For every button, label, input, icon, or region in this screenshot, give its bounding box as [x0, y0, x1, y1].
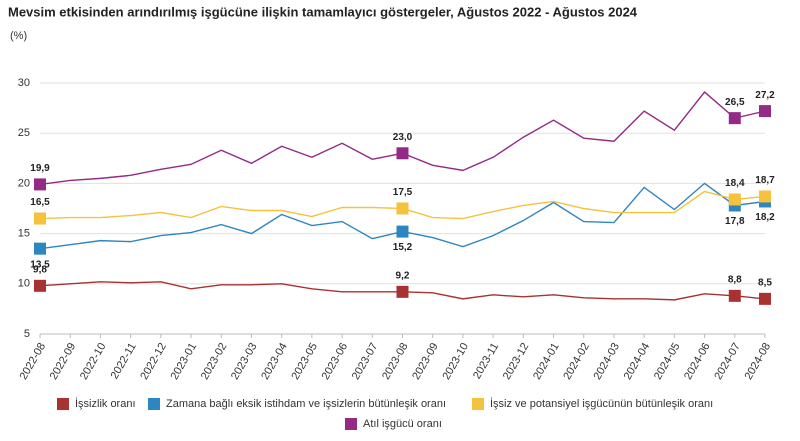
value-label: 18,7: [755, 175, 775, 186]
point-marker: [728, 112, 741, 125]
x-tick-label: 2022-12: [138, 341, 169, 382]
x-tick-label: 2023-05: [289, 341, 320, 382]
point-marker: [759, 105, 771, 118]
x-tick-label: 2022-09: [48, 341, 79, 382]
value-label: 8,8: [728, 274, 742, 285]
y-tick-label: 20: [18, 177, 30, 189]
value-label: 13,5: [30, 259, 50, 270]
x-tick-label: 2024-08: [743, 341, 774, 382]
x-tick-label: 2024-01: [531, 341, 562, 382]
value-label: 17,8: [725, 216, 745, 227]
point-marker: [34, 212, 46, 225]
point-marker: [396, 202, 409, 215]
x-tick-label: 2022-11: [109, 341, 139, 381]
legend-swatch: [345, 418, 357, 430]
point-marker: [34, 178, 46, 191]
x-tick-label: 2022-10: [78, 341, 109, 382]
chart-title: Mevsim etkisinden arındırılmış işgücüne …: [8, 4, 638, 19]
value-label: 18,4: [725, 178, 745, 189]
x-tick-label: 2024-05: [652, 341, 683, 382]
point-marker: [396, 147, 409, 160]
y-tick-label: 15: [18, 228, 30, 240]
y-tick-label: 25: [18, 127, 30, 139]
legend-label: İşsiz ve potansiyel işgücünün bütünleşik…: [490, 397, 713, 410]
x-tick-label: 2023-03: [229, 341, 260, 382]
legend-swatch: [57, 398, 69, 410]
y-tick-label: 30: [18, 77, 30, 89]
x-tick-label: 2023-01: [169, 341, 200, 382]
x-tick-label: 2023-06: [320, 341, 351, 382]
value-label: 23,0: [393, 132, 413, 143]
x-tick-label: 2023-08: [380, 341, 411, 382]
point-marker: [759, 292, 771, 305]
point-marker: [34, 242, 46, 255]
x-tick-label: 2024-03: [591, 341, 622, 382]
x-tick-label: 2023-10: [440, 341, 471, 382]
y-tick-label: 10: [18, 278, 30, 290]
legend-label: İşsizlik oranı: [75, 397, 136, 410]
legend-label: Atıl işgücü oranı: [363, 418, 442, 430]
y-tick-label: 5: [24, 328, 30, 340]
x-tick-label: 2023-09: [410, 341, 441, 382]
x-tick-label: 2024-02: [561, 341, 592, 382]
point-marker: [728, 289, 741, 302]
x-tick-label: 2023-07: [350, 341, 381, 382]
value-label: 9,8: [33, 264, 47, 275]
x-tick-label: 2024-07: [712, 341, 743, 382]
value-label: 18,2: [755, 212, 775, 223]
legend-label: Zamana bağlı eksik istihdam ve işsizleri…: [166, 398, 446, 410]
value-label: 9,2: [396, 270, 410, 281]
value-label: 19,9: [30, 163, 50, 174]
point-marker: [396, 285, 409, 298]
legend-swatch: [148, 398, 160, 410]
point-marker: [759, 190, 771, 203]
point-marker: [728, 193, 741, 206]
point-marker: [396, 225, 409, 238]
value-label: 27,2: [755, 90, 775, 101]
point-marker: [34, 279, 46, 292]
chart-subtitle: (%): [10, 30, 27, 42]
x-tick-label: 2024-04: [622, 341, 653, 382]
value-label: 17,5: [393, 187, 413, 198]
x-tick-label: 2023-02: [199, 341, 230, 382]
value-label: 16,5: [30, 197, 50, 208]
x-tick-label: 2023-12: [501, 341, 532, 382]
legend-swatch: [472, 398, 484, 410]
x-tick-label: 2024-06: [682, 341, 713, 382]
x-tick-label: 2023-11: [471, 341, 501, 381]
x-tick-label: 2023-04: [259, 341, 290, 382]
value-label: 8,5: [758, 278, 772, 289]
x-tick-label: 2022-08: [18, 341, 49, 382]
value-label: 15,2: [393, 242, 413, 253]
value-label: 26,5: [725, 97, 745, 108]
